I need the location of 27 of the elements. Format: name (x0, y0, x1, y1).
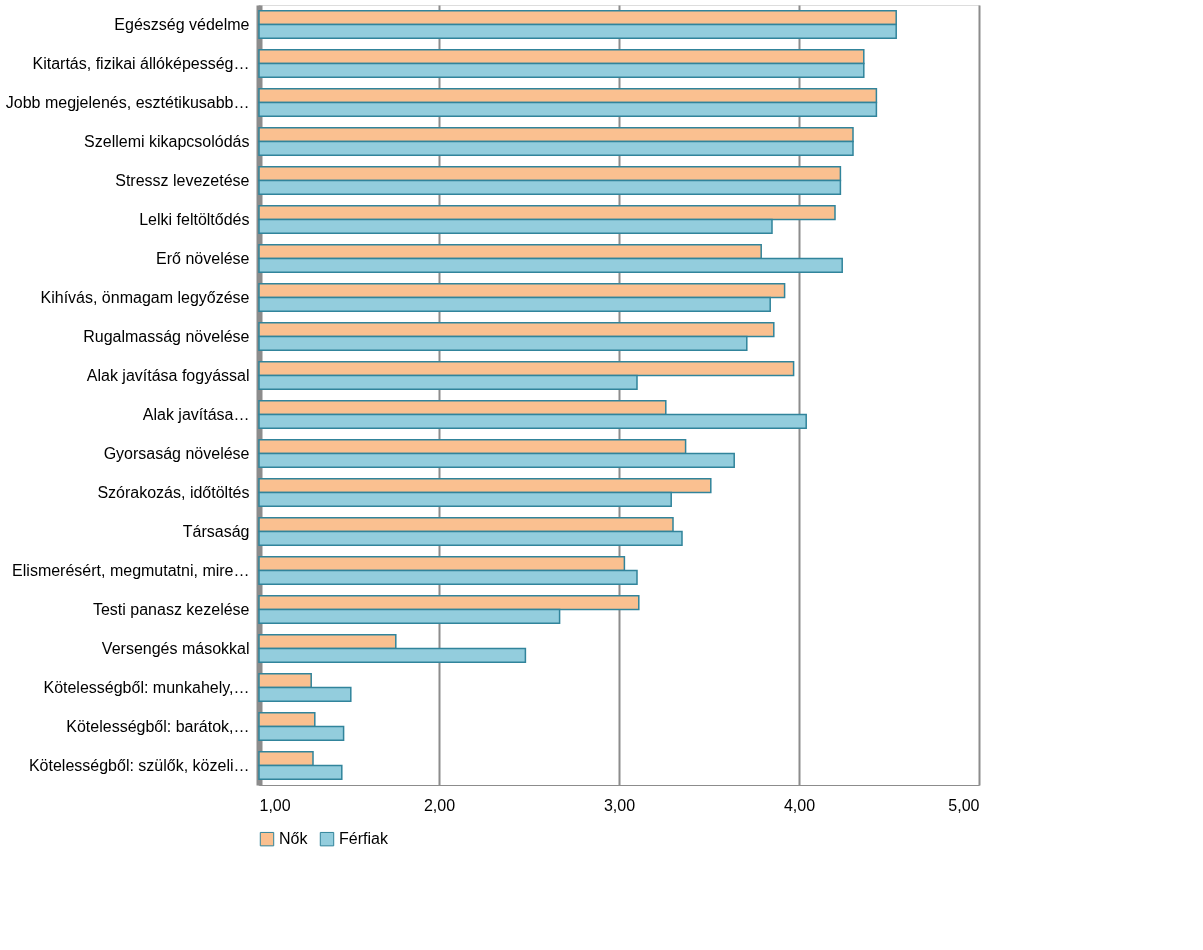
y-tick-label: Lelki feltöltődés (139, 210, 250, 228)
y-tick-label: Gyorsaság növelése (103, 444, 250, 462)
y-tick-label: Egészség védelme (114, 15, 250, 33)
y-tick-label: Testi panasz kezelése (92, 600, 250, 618)
y-tick-label: Alak javítása fogyással (86, 366, 250, 384)
y-tick-label: Elismerésért, megmutatni, mire… (12, 561, 250, 579)
x-tick-label: 1,00 (259, 796, 291, 814)
x-tick-label: 5,00 (948, 796, 980, 814)
y-tick-label: Társaság (182, 522, 250, 540)
y-tick-label: Rugalmasság növelése (83, 327, 250, 345)
y-tick-label: Kötelességből: barátok,… (66, 717, 250, 735)
y-tick-label: Kötelességből: szülők, közeli… (28, 756, 250, 774)
y-tick-label: Szellemi kikapcsolódás (84, 132, 250, 150)
y-tick-label: Stressz levezetése (115, 171, 250, 189)
y-tick-label: Versengés másokkal (101, 639, 250, 657)
legend-label: Nők (279, 830, 309, 848)
legend-label: Férfiak (339, 830, 389, 848)
x-tick-label: 3,00 (603, 796, 636, 814)
y-tick-label: Kötelességből: munkahely,… (43, 678, 250, 696)
y-tick-label: Erő növelése (156, 249, 250, 267)
y-tick-label: Kitartás, fizikai állóképesség… (32, 54, 250, 72)
y-tick-label: Szórakozás, időtöltés (97, 483, 250, 501)
x-tick-label: 4,00 (783, 796, 816, 814)
y-tick-label: Kihívás, önmagam legyőzése (40, 288, 250, 306)
x-tick-label: 2,00 (423, 796, 456, 814)
y-tick-label: Alak javítása… (142, 405, 250, 423)
y-tick-label: Jobb megjelenés, esztétikusabb… (5, 93, 250, 111)
